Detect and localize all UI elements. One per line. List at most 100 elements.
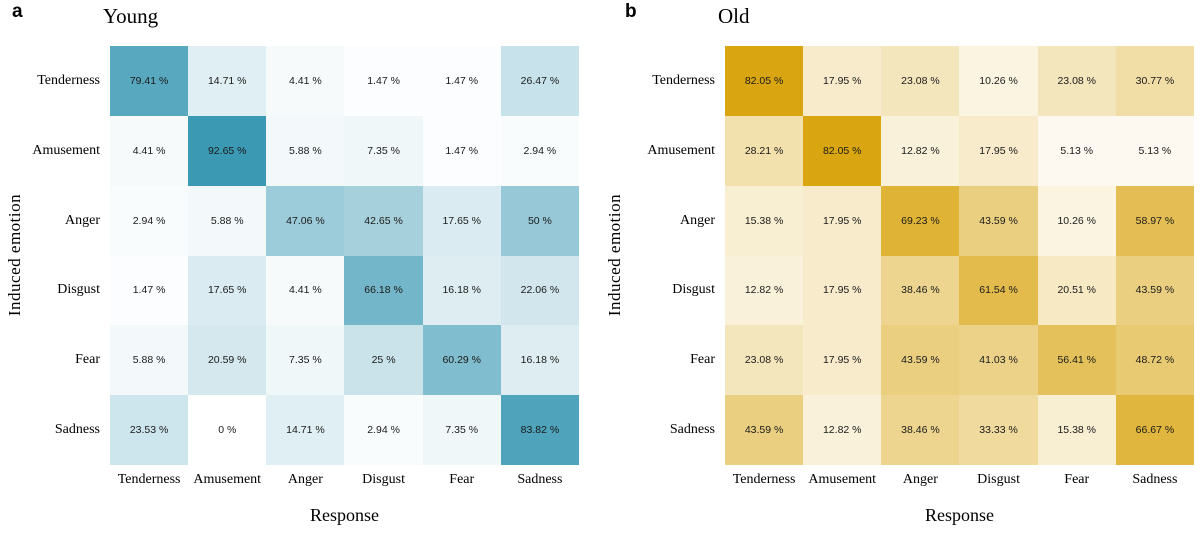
heatmap-cell: 20.59 % [188,325,267,396]
heatmap-cell: 4.41 % [266,255,345,326]
heatmap-cell: 1.47 % [422,115,501,186]
heatmap-cell: 42.65 % [344,185,423,256]
panel-letter-a: a [12,1,23,22]
heatmap-cell: 15.38 % [1037,395,1116,465]
heatmap-cell: 17.65 % [188,255,267,326]
heatmap-cell: 12.82 % [725,255,804,326]
heatmap-cell: 25 % [344,325,423,396]
heatmap-cell: 43.59 % [881,325,960,396]
heatmap-cell: 66.67 % [1115,395,1194,465]
row-label: Anger [65,212,100,228]
heatmap-cell: 92.65 % [188,115,267,186]
heatmap-cell: 14.71 % [188,46,267,116]
x-axis-label: Response [925,505,994,525]
heatmap-cell: 5.88 % [266,115,345,186]
heatmap-cell: 38.46 % [881,255,960,326]
heatmap-cell: 82.05 % [725,46,804,116]
heatmap-cell: 4.41 % [266,46,345,116]
heatmap-cell: 43.59 % [959,185,1038,256]
col-label: Tenderness [732,472,796,487]
heatmap-cell: 2.94 % [500,115,579,186]
heatmap-cell: 10.26 % [1037,185,1116,256]
x-axis-label: Response [310,505,379,525]
heatmap-cell: 28.21 % [725,115,804,186]
col-label: Amusement [808,472,877,487]
heatmap-cell: 38.46 % [881,395,960,465]
heatmap-cell: 16.18 % [422,255,501,326]
col-label: Sadness [1132,472,1178,487]
col-label: Disgust [977,472,1020,487]
heatmap-cell: 1.47 % [422,46,501,116]
col-label: Anger [902,472,938,487]
heatmap-cell: 17.95 % [803,325,882,396]
heatmap-cell: 12.82 % [803,395,882,465]
heatmap-cell: 83.82 % [500,395,579,465]
heatmap-cell: 48.72 % [1115,325,1194,396]
row-labels: Tenderness Amusement Anger Disgust Fear Sadne… [0,46,100,465]
heatmap-cell: 2.94 % [344,395,423,465]
panel-title-old: Old [718,4,750,28]
heatmap-cell: 7.35 % [344,115,423,186]
heatmap-cell: 2.94 % [110,185,189,256]
row-label: Disgust [57,282,100,298]
heatmap-cell: 56.41 % [1037,325,1116,396]
row-label: Tenderness [37,72,100,88]
heatmap-cell: 69.23 % [881,185,960,256]
heatmap-cell: 7.35 % [422,395,501,465]
heatmap-cell: 23.53 % [110,395,189,465]
row-label: Amusement [647,142,715,158]
row-label: Anger [680,212,715,228]
heatmap-cell: 58.97 % [1115,185,1194,256]
heatmap-cell: 43.59 % [1115,255,1194,326]
heatmap-cell: 16.18 % [500,325,579,396]
heatmap-cell: 66.18 % [344,255,423,326]
row-label: Disgust [672,282,715,298]
heatmap-cell: 30.77 % [1115,46,1194,116]
heatmap-cell: 5.88 % [110,325,189,396]
col-labels: Tenderness Amusement Anger Disgust Fear Sadne… [725,472,1194,488]
heatmap-cell: 23.08 % [881,46,960,116]
col-labels: Tenderness Amusement Anger Disgust Fear Sadne… [110,472,579,488]
row-label: Tenderness [652,72,715,88]
heatmap-cell: 0 % [188,395,267,465]
col-label: Disgust [362,472,405,487]
heatmap-cell: 17.65 % [422,185,501,256]
heatmap-cell: 60.29 % [422,325,501,396]
heatmap-cell: 20.51 % [1037,255,1116,326]
heatmap-cell: 61.54 % [959,255,1038,326]
heatmap-cell: 41.03 % [959,325,1038,396]
heatmap-cell: 14.71 % [266,395,345,465]
heatmap-cell: 17.95 % [803,185,882,256]
heatmap-cell: 4.41 % [110,115,189,186]
row-label: Sadness [669,422,715,438]
col-label: Sadness [517,472,563,487]
heatmap-cell: 5.88 % [188,185,267,256]
row-label: Amusement [32,142,100,158]
heatmap-cell: 5.13 % [1037,115,1116,186]
heatmap-cell: 47.06 % [266,185,345,256]
heatmap-cell: 82.05 % [803,115,882,186]
heatmap-cell: 10.26 % [959,46,1038,116]
heatmap-cell: 17.95 % [959,115,1038,186]
heatmap-cell: 23.08 % [725,325,804,396]
heatmap-cell: 7.35 % [266,325,345,396]
heatmap-cell: 17.95 % [803,46,882,116]
panel-young: a Young Induced emotion Tenderness Amusem… [0,1,579,525]
panel-letter-b: b [625,1,637,22]
panel-title-young: Young [103,4,159,28]
col-label: Anger [287,472,323,487]
heatmap-cell: 5.13 % [1115,115,1194,186]
row-labels: Tenderness Amusement Anger Disgust Fear Sadne… [600,46,715,465]
heatmap-cell: 33.33 % [959,395,1038,465]
col-label: Fear [449,472,475,487]
heatmap-cell: 12.82 % [881,115,960,186]
heatmap-cell: 50 % [500,185,579,256]
heatmap-cell: 79.41 % [110,46,189,116]
heatmap-cell: 17.95 % [803,255,882,326]
col-label: Amusement [193,472,262,487]
heatmap-cell: 15.38 % [725,185,804,256]
row-label: Sadness [54,422,100,438]
panel-old: b Old Induced emotion Tenderness Amusemen… [600,0,1200,538]
heatmap-cell: 23.08 % [1037,46,1116,116]
